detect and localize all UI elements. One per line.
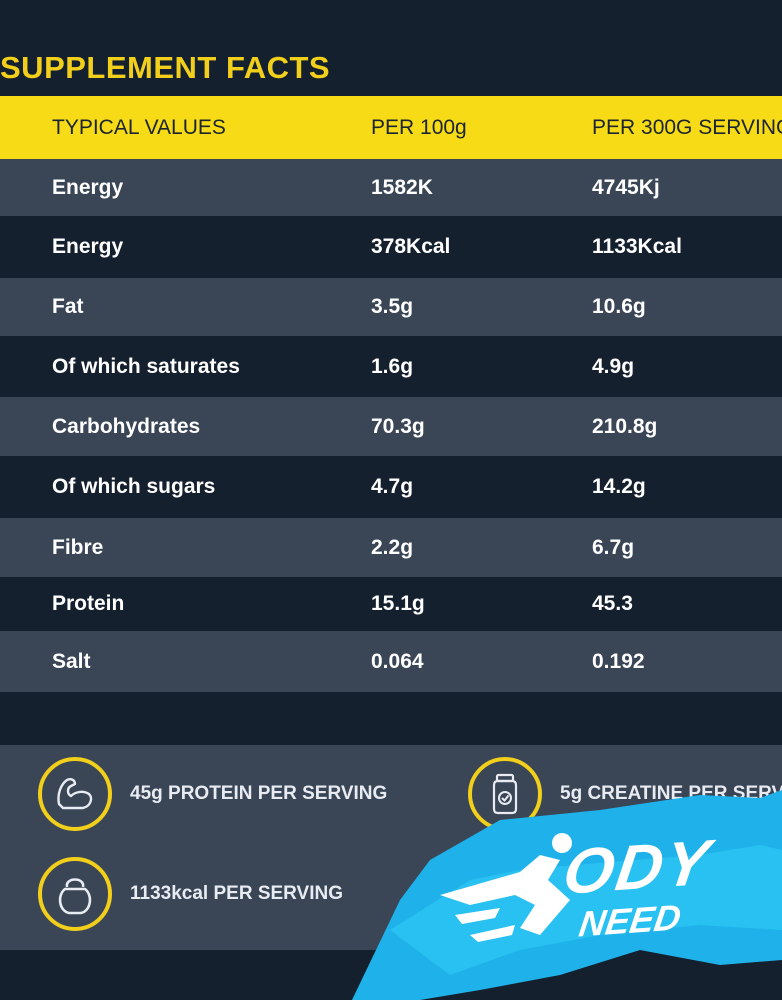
row-per-100g: 4.7g (371, 475, 414, 498)
row-label: Carbohydrates (52, 414, 201, 438)
row-per-serving: 1133Kcal (592, 235, 682, 258)
row-label: Of which sugars (52, 475, 216, 498)
row-per-100g: 1.6g (371, 354, 414, 378)
table-row: Carbohydrates 70.3g 210.8g (0, 397, 782, 456)
row-per-100g: 15.1g (371, 592, 425, 615)
table-row: Fat 3.5g 10.6g (0, 278, 782, 336)
table-row: Of which sugars 4.7g 14.2g (0, 456, 782, 518)
row-per-100g: 0.064 (371, 649, 424, 673)
header-typical-values: TYPICAL VALUES (52, 115, 226, 139)
table-row: Salt 0.064 0.192 (0, 631, 782, 692)
row-label: Energy (52, 175, 124, 199)
feature-label: 1133kcal PER SERVING (130, 883, 343, 904)
feature-label: 5g CREATINE PER SERVING (560, 783, 782, 804)
row-label: Energy (52, 235, 124, 258)
row-per-100g: 3.5g (371, 295, 414, 318)
row-per-100g: 70.3g (371, 414, 425, 438)
feature-kcal: 1133kcal PER SERVING (38, 857, 343, 931)
feature-creatine: 5g CREATINE PER SERVING (468, 757, 782, 831)
table-header: TYPICAL VALUES PER 100g PER 300G SERVING (0, 96, 782, 159)
row-per-serving: 4745Kj (592, 175, 660, 199)
kettlebell-icon (38, 857, 112, 931)
row-per-serving: 10.6g (592, 295, 646, 318)
feature-protein: 45g PROTEIN PER SERVING (38, 757, 387, 831)
nutrition-table: TYPICAL VALUES PER 100g PER 300G SERVING… (0, 96, 782, 692)
feature-label: 45g PROTEIN PER SERVING (130, 783, 388, 804)
row-per-serving: 4.9g (592, 354, 635, 378)
row-label: Salt (52, 649, 91, 673)
row-per-100g: 1582K (371, 175, 433, 199)
row-label: Fibre (52, 535, 104, 559)
table-row: Energy 1582K 4745Kj (0, 159, 782, 216)
page-title: SUPPLEMENT FACTS (0, 50, 331, 85)
row-per-100g: 2.2g (371, 535, 414, 559)
flexed-arm-icon (38, 757, 112, 831)
row-label: Fat (52, 295, 84, 318)
header-per-serving: PER 300G SERVING (592, 115, 782, 139)
row-per-100g: 378Kcal (371, 235, 451, 258)
row-per-serving: 210.8g (592, 414, 658, 438)
supplement-tub-icon (468, 757, 542, 831)
row-per-serving: 45.3 (592, 592, 633, 615)
table-row: Of which saturates 1.6g 4.9g (0, 336, 782, 397)
row-per-serving: 0.192 (592, 649, 645, 673)
table-row: Energy 378Kcal 1133Kcal (0, 216, 782, 278)
logo-text-top: ODY (558, 826, 716, 908)
row-label: Of which saturates (52, 354, 240, 378)
table-row: Protein 15.1g 45.3 (0, 577, 782, 631)
row-label: Protein (52, 592, 125, 615)
table-row: Fibre 2.2g 6.7g (0, 518, 782, 577)
row-per-serving: 14.2g (592, 475, 646, 498)
row-per-serving: 6.7g (592, 535, 635, 559)
header-per-100g: PER 100g (371, 115, 467, 139)
logo-text-bottom: NEED (576, 896, 684, 945)
